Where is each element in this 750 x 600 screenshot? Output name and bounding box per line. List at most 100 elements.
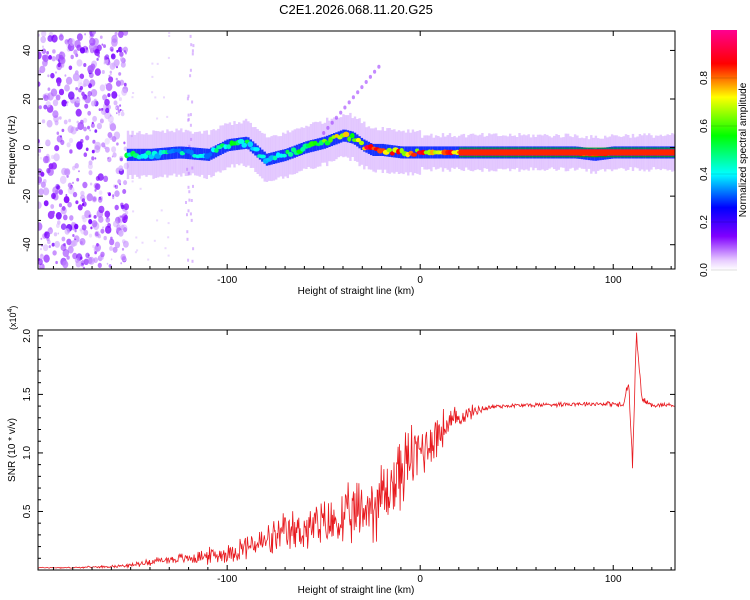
noise-speckle	[67, 125, 74, 134]
noise-speckle	[114, 190, 120, 198]
noise-speckle	[156, 117, 159, 120]
noise-speckle	[87, 90, 92, 97]
noise-speckle	[75, 87, 79, 91]
noise-speckle	[52, 110, 59, 118]
noise-speckle	[82, 216, 87, 223]
noise-speckle	[75, 200, 79, 205]
noise-speckle	[112, 152, 117, 158]
noise-speckle	[112, 246, 118, 253]
noise-speckle	[122, 218, 125, 222]
noise-speckle	[83, 152, 88, 157]
noise-speckle	[60, 223, 67, 230]
noise-speckle	[114, 31, 118, 36]
noise-speckle	[59, 175, 67, 184]
noise-speckle	[123, 141, 126, 145]
noise-speckle	[62, 260, 69, 269]
noise-speckle	[43, 104, 48, 110]
spectrogram-x-label: Height of straight line (km)	[298, 286, 415, 297]
noise-speckle	[94, 68, 101, 76]
noise-speckle	[40, 237, 43, 240]
noise-speckle	[64, 84, 70, 92]
noise-speckle	[42, 244, 49, 252]
y-tick-label: -20	[22, 188, 33, 203]
noise-speckle	[42, 45, 44, 48]
ridge-cell	[386, 147, 393, 153]
noise-speckle	[38, 148, 42, 153]
streak-dot	[334, 115, 338, 120]
spectrogram-frame	[37, 30, 676, 270]
noise-speckle	[48, 55, 52, 60]
colorbar-tick-label: 0.4	[699, 167, 710, 181]
noise-speckle	[99, 84, 106, 92]
streak-dot	[326, 125, 330, 130]
noise-speckle	[68, 137, 74, 144]
noise-speckle	[107, 157, 109, 160]
noise-speckle	[191, 166, 194, 170]
noise-speckle	[50, 204, 55, 209]
snr-y-ticks: 0.5 1.0 1.5 2.0	[22, 328, 675, 559]
ridge-cell	[241, 142, 247, 148]
noise-speckle	[189, 68, 192, 72]
noise-speckle	[52, 49, 56, 54]
noise-speckle	[102, 94, 108, 101]
noise-speckle	[187, 209, 190, 213]
noise-speckle	[46, 119, 53, 128]
noise-speckle	[122, 189, 127, 194]
noise-speckle	[111, 34, 118, 43]
noise-speckle	[60, 139, 65, 146]
noise-speckle	[85, 135, 90, 141]
noise-speckle	[118, 165, 124, 172]
noise-speckle	[91, 156, 95, 161]
noise-speckle	[74, 229, 77, 233]
noise-speckle	[186, 230, 189, 234]
noise-speckle	[120, 111, 125, 117]
noise-speckle	[120, 47, 124, 51]
noise-region	[38, 31, 195, 269]
noise-speckle	[80, 119, 84, 125]
noise-speckle	[41, 48, 47, 54]
noise-speckle	[55, 183, 60, 190]
noise-speckle	[55, 94, 61, 101]
noise-speckle	[41, 31, 47, 37]
noise-speckle	[38, 188, 44, 196]
noise-speckle	[42, 93, 47, 99]
noise-speckle	[81, 224, 87, 231]
noise-speckle	[124, 51, 127, 55]
ridge-cell	[208, 152, 213, 157]
noise-speckle	[192, 44, 195, 48]
snr-series-line	[38, 332, 675, 569]
noise-speckle	[116, 142, 119, 146]
noise-speckle	[90, 89, 98, 97]
noise-speckle	[103, 235, 107, 241]
streak-dot	[356, 90, 360, 95]
noise-speckle	[153, 239, 156, 242]
noise-speckle	[109, 123, 117, 132]
ridge-band	[286, 148, 289, 161]
noise-speckle	[40, 36, 46, 44]
noise-speckle	[90, 123, 95, 128]
noise-speckle	[103, 61, 106, 65]
multiplier-exponent: 4	[7, 308, 14, 312]
snr-panel: 0.5 1.0 1.5 2.0 -100 0 100 Height of straight…	[7, 306, 676, 596]
noise-speckle	[40, 253, 43, 257]
noise-speckle	[64, 228, 70, 235]
noise-speckle	[94, 251, 97, 255]
noise-speckle	[83, 126, 87, 132]
ridge-cell	[145, 150, 152, 156]
noise-speckle	[67, 201, 72, 208]
noise-speckle	[91, 121, 94, 125]
snr-x-label: Height of straight line (km)	[298, 585, 415, 596]
noise-speckle	[76, 59, 83, 67]
noise-speckle	[168, 35, 171, 37]
noise-speckle	[43, 254, 50, 263]
noise-speckle	[83, 63, 87, 67]
noise-speckle	[50, 72, 55, 79]
ridge-band	[335, 132, 338, 145]
noise-speckle	[81, 203, 85, 206]
noise-speckle	[121, 255, 127, 262]
noise-speckle	[121, 109, 124, 112]
noise-speckle	[115, 80, 122, 87]
noise-speckle	[76, 177, 80, 182]
noise-speckle	[121, 213, 128, 221]
noise-speckle	[74, 257, 80, 264]
